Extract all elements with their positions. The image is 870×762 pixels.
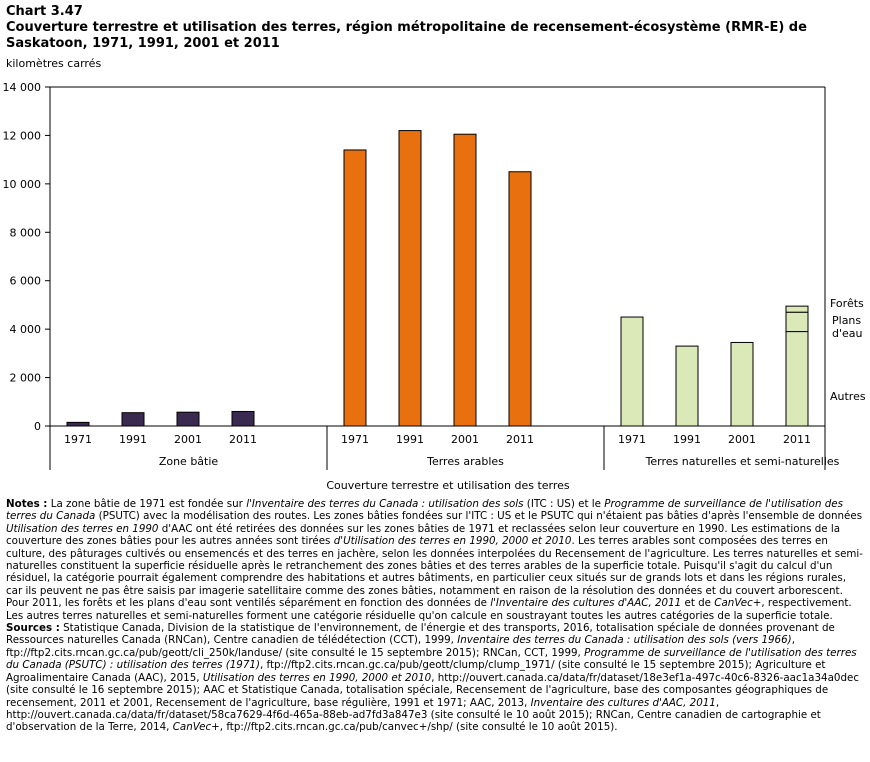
y-tick-label: 10 000 (3, 178, 42, 191)
bar-segment-for-ts (785, 305, 809, 313)
notes-text: et de (681, 597, 715, 610)
annotation-autres: Autres (830, 390, 866, 403)
sources-text: , http://ouvert.canada.ca/data/fr/datase… (6, 671, 859, 709)
sources-text: , http://ouvert.canada.ca/data/fr/datase… (6, 696, 821, 734)
y-tick-label: 0 (34, 420, 41, 433)
annotation-plans-1: Plans (832, 314, 861, 327)
chart-title: Couverture terrestre et utilisation des … (6, 20, 807, 51)
sources-paragraph: Sources : Statistique Canada, Division d… (6, 622, 864, 734)
y-tick-label: 8 000 (10, 226, 42, 239)
bar-2-2001 (730, 341, 754, 427)
chart-bars (66, 130, 809, 427)
x-tick-label-year: 2011 (229, 433, 257, 446)
notes-italic: Programme de surveillance de l'utilisati… (6, 498, 843, 523)
notes-text: . Les terres arables sont composées des … (6, 535, 864, 610)
notes-italic: l'Inventaire des terres du Canada : util… (246, 498, 524, 510)
y-axis-unit-label: kilomètres carrés (6, 57, 102, 70)
sources-italic: CanVec+ (172, 721, 220, 734)
bar-2-1991 (675, 345, 699, 427)
notes-label: Notes : (6, 498, 48, 510)
sources-text: , ftp://ftp2.cits.rncan.gc.ca/pub/canvec… (219, 721, 618, 734)
x-tick-label-year: 1991 (119, 433, 147, 446)
y-tick-label: 14 000 (3, 81, 42, 94)
chart-axes (49, 86, 826, 470)
sources-italic: Inventaire des cultures d'AAC, 2011 (530, 696, 716, 709)
x-tick-label-year: 2001 (451, 433, 479, 446)
bar-1-1991 (398, 130, 422, 427)
sources-italic: Utilisation des terres en 1990, 2000 et … (202, 671, 432, 684)
notes-text: d'AAC ont été retirées des données sur l… (6, 522, 841, 548)
bar-segment-autres (785, 331, 809, 427)
x-axis-title: Couverture terrestre et utilisation des … (326, 479, 570, 492)
x-group-label: Terres arables (426, 455, 504, 468)
annotation-plans-2: d'eau (832, 327, 863, 340)
sources-label: Sources : (6, 622, 60, 635)
x-tick-label-year: 1971 (618, 433, 646, 446)
y-tick-label: 2 000 (10, 372, 42, 385)
bar-1-2001 (453, 133, 477, 427)
notes-italic: l'Inventaire des cultures d'AAC, 2011 (490, 597, 682, 610)
x-group-label: Zone bâtie (159, 455, 219, 468)
y-tick-label: 4 000 (10, 323, 42, 336)
x-tick-label-year: 2011 (783, 433, 811, 446)
sources-text: Statistique Canada, Division de la stati… (6, 622, 835, 647)
notes-text: (PSUTC) avec la modélisation des routes.… (95, 510, 863, 523)
bar-0-2011 (231, 410, 255, 427)
notes-block: Notes : La zone bâtie de 1971 est fondée… (6, 498, 864, 734)
notes-text: La zone bâtie de 1971 est fondée sur (50, 498, 247, 510)
bar-0-1991 (121, 412, 145, 427)
chart-number: Chart 3.47 (6, 4, 83, 19)
x-tick-label-year: 1971 (341, 433, 369, 446)
notes-paragraph: Notes : La zone bâtie de 1971 est fondée… (6, 498, 864, 622)
x-tick-label-year: 1991 (673, 433, 701, 446)
x-tick-label-year: 1991 (396, 433, 424, 446)
x-tick-label-year: 2001 (174, 433, 202, 446)
x-axis-labels: 1971 1991 2001 2011 Zone bâtie 1971 1991 2001 20… (64, 433, 840, 468)
sources-italic: Programme de surveillance de l'utilisati… (6, 646, 857, 672)
bar-0-2001 (176, 411, 200, 427)
y-tick-label: 12 000 (3, 129, 42, 142)
x-tick-label-year: 1971 (64, 433, 92, 446)
bar-segment-plans-d-eau (785, 311, 809, 333)
x-group-label: Terres naturelles et semi-naturelles (645, 455, 840, 468)
annotation-forets: Forêts (830, 297, 864, 310)
x-tick-label-year: 2001 (728, 433, 756, 446)
notes-text: , respectivement. Les autres terres natu… (6, 597, 852, 622)
x-tick-label-year: 2011 (506, 433, 534, 446)
bar-1-1971 (343, 149, 367, 427)
sources-text: , ftp://ftp2.cits.rncan.gc.ca/pub/geott/… (6, 659, 826, 684)
bar-2-1971 (620, 316, 644, 427)
notes-italic: d'Utilisation des terres en 1990, 2000 e… (333, 535, 572, 548)
bar-1-2011 (508, 171, 532, 427)
y-axis-ticks: 0 2 000 4 000 6 000 8 000 10 000 12 000 14 000 (3, 81, 50, 433)
sources-text: , ftp://ftp2.cits.rncan.gc.ca/pub/geott/… (6, 634, 795, 659)
notes-text: (ITC : US) et le (523, 498, 605, 510)
notes-italic: Utilisation des terres en 1990 (6, 522, 159, 535)
sources-italic: Inventaire des terres du Canada : utilis… (457, 634, 792, 647)
y-tick-label: 6 000 (10, 275, 42, 288)
bar-0-1971 (66, 421, 90, 427)
notes-italic: CanVec+ (714, 597, 762, 610)
